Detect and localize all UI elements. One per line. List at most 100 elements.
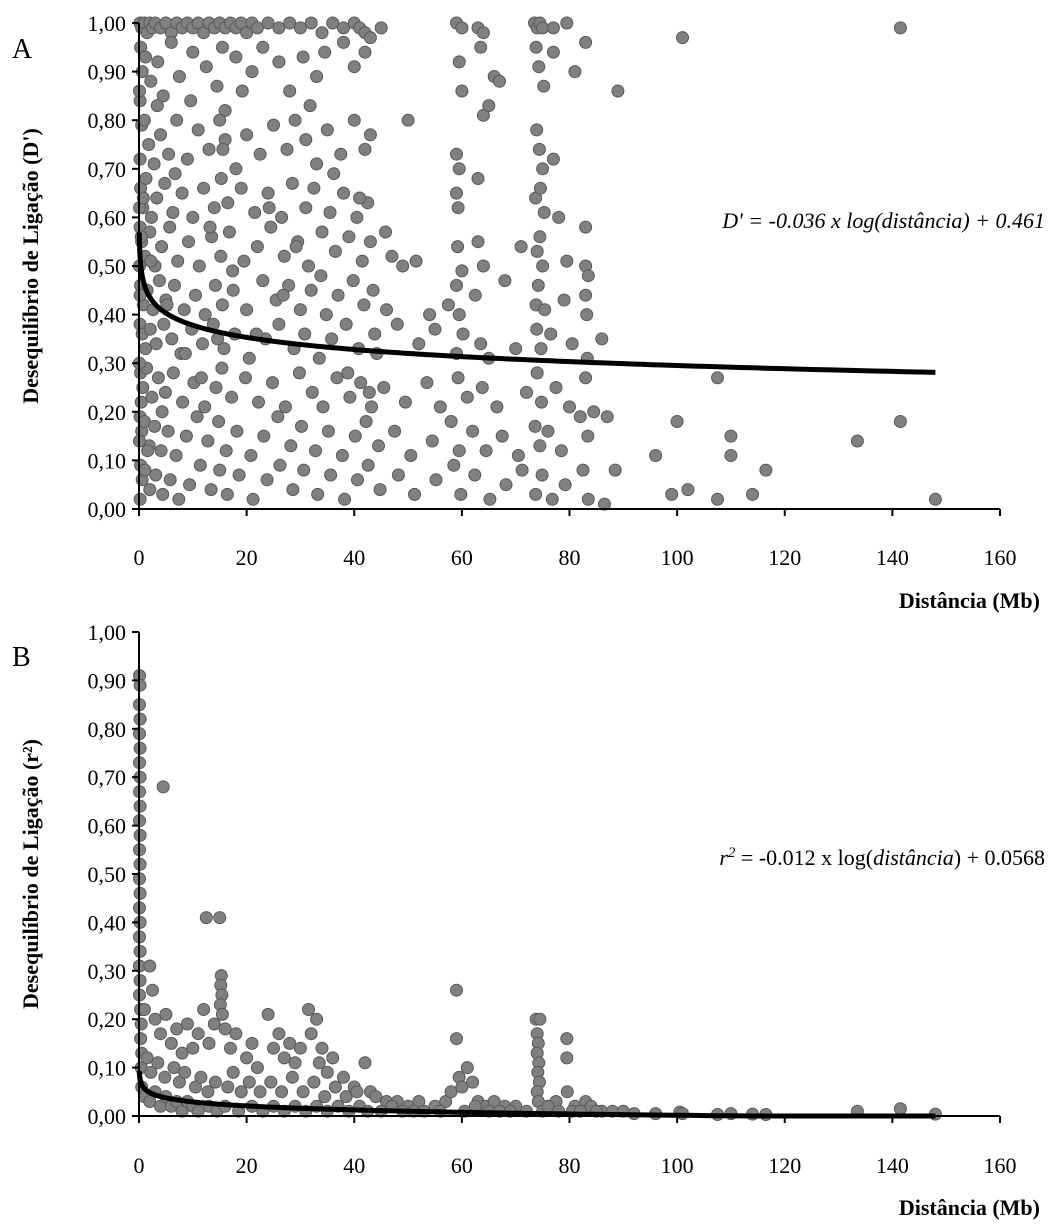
data-point — [409, 254, 423, 268]
data-point — [285, 1070, 299, 1084]
data-point — [202, 1036, 216, 1050]
data-point — [171, 254, 185, 268]
data-point — [297, 463, 311, 477]
data-point — [296, 1085, 310, 1099]
data-point — [316, 400, 330, 414]
panel-a: A 0,00 0,10 0,20 0,30 0,40 0,50 0,60 0,70 0,80 0,9… — [12, 11, 1045, 613]
data-point — [283, 84, 297, 98]
data-point — [532, 60, 546, 74]
data-point — [189, 1080, 202, 1094]
data-point — [425, 434, 439, 448]
data-point — [304, 283, 318, 297]
x-axis-title: Distância (Mb) — [899, 1195, 1040, 1220]
data-point — [379, 225, 392, 239]
data-point — [581, 269, 595, 283]
data-point — [226, 283, 240, 297]
data-point — [133, 886, 147, 900]
x-tick-label: 80 — [559, 1153, 581, 1178]
data-point — [175, 186, 189, 200]
y-tick-label: 0,50 — [88, 862, 127, 887]
data-point — [312, 1056, 326, 1070]
data-point — [136, 191, 150, 205]
y-tick-label: 0,50 — [88, 254, 127, 279]
data-point — [275, 210, 289, 224]
data-point — [711, 492, 724, 506]
data-point — [144, 210, 158, 224]
data-point — [358, 1056, 372, 1070]
equation-part: 2 — [728, 845, 736, 861]
data-point — [224, 1041, 237, 1055]
data-point — [191, 1104, 205, 1118]
data-point — [468, 288, 482, 302]
x-tick-label: 20 — [236, 1153, 258, 1178]
data-point — [170, 1022, 184, 1036]
data-point — [444, 1085, 458, 1099]
data-point — [358, 142, 372, 156]
data-point — [283, 1036, 297, 1050]
data-point — [172, 492, 186, 506]
data-point — [315, 225, 329, 239]
data-point — [452, 162, 466, 176]
data-point — [229, 1027, 243, 1041]
data-point — [170, 113, 184, 127]
data-point — [530, 123, 544, 137]
data-point — [315, 1041, 329, 1055]
data-point — [272, 317, 286, 331]
data-point — [253, 147, 267, 161]
data-point — [377, 381, 391, 394]
data-point — [285, 176, 299, 190]
x-tick-label: 0 — [134, 545, 145, 570]
x-tick-label: 40 — [343, 1153, 365, 1178]
data-point — [529, 487, 543, 501]
data-point — [303, 99, 317, 113]
data-point — [557, 293, 571, 307]
data-point — [198, 308, 212, 322]
data-point — [207, 201, 221, 215]
data-point — [164, 1036, 178, 1050]
data-point — [154, 128, 167, 142]
equation-part: = -0.012 x log( — [735, 845, 873, 870]
data-point — [275, 1085, 289, 1099]
data-point — [532, 142, 546, 156]
data-point — [271, 410, 285, 424]
data-point — [154, 444, 168, 458]
data-point — [568, 65, 582, 79]
data-point — [928, 492, 942, 506]
data-point — [215, 40, 229, 54]
data-point — [365, 400, 378, 414]
data-point — [240, 128, 254, 142]
data-point — [178, 1065, 192, 1079]
data-point — [168, 167, 182, 181]
data-point — [208, 278, 222, 292]
data-point — [533, 181, 547, 195]
data-point — [475, 381, 489, 394]
data-point — [347, 60, 361, 74]
data-point — [408, 487, 421, 501]
data-point — [450, 147, 463, 161]
data-point — [144, 1065, 158, 1079]
data-point — [439, 1095, 453, 1108]
data-point — [133, 741, 147, 755]
data-point — [133, 944, 147, 958]
data-point — [499, 478, 513, 492]
data-point — [433, 400, 447, 414]
data-point — [133, 857, 147, 871]
data-point — [554, 444, 568, 458]
data-point — [288, 113, 302, 127]
data-point — [450, 1032, 463, 1046]
x-axis-title: Distância (Mb) — [899, 588, 1040, 613]
data-point — [201, 434, 215, 448]
data-point — [530, 366, 544, 380]
data-point — [167, 1061, 181, 1075]
data-point — [339, 1090, 353, 1104]
data-point — [396, 259, 410, 273]
data-point — [215, 361, 229, 375]
data-point — [451, 201, 465, 215]
data-point — [310, 1012, 324, 1026]
data-point — [293, 1041, 307, 1055]
data-point — [600, 410, 614, 424]
data-point — [133, 492, 147, 506]
data-point — [451, 240, 465, 254]
data-point — [152, 274, 166, 288]
data-point — [428, 322, 442, 336]
